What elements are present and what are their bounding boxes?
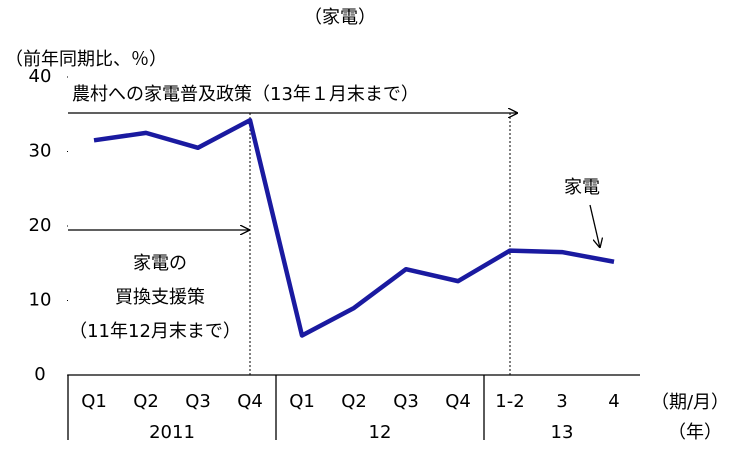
x-tick-label: Q1 [81, 391, 107, 412]
annotation: 家電の [133, 253, 187, 274]
y-axis-label: （前年同期比、％） [5, 49, 167, 70]
x-tick-label: 1-2 [495, 391, 524, 412]
y-tick-label: 10 [29, 290, 52, 311]
x-tick-label: Q3 [185, 391, 211, 412]
y-tick-label: 20 [29, 215, 52, 236]
x-group-label: 2011 [149, 422, 195, 443]
y-tick-label: 0 [34, 364, 45, 385]
x-group-label: 12 [369, 422, 392, 443]
chart-title: （家電） [304, 7, 376, 28]
x-tick-label: Q3 [393, 391, 419, 412]
x-axis-unit: （年） [668, 422, 722, 443]
pointer-arrow [589, 204, 600, 248]
x-tick-label: Q2 [341, 391, 367, 412]
y-tick-label: 30 [29, 141, 52, 162]
series-line [93, 117, 615, 338]
x-tick-label: Q4 [237, 391, 263, 412]
y-tick-label: 40 [29, 66, 52, 87]
series-label: 家電 [564, 177, 600, 198]
x-axis-unit: （期/月） [651, 392, 729, 413]
x-tick-label: 3 [556, 391, 567, 412]
x-tick-label: 4 [608, 391, 619, 412]
annotation: 農村への家電普及政策（13年１月末まで） [72, 84, 419, 105]
x-tick-label: Q2 [133, 391, 159, 412]
annotation: （11年12月末まで） [69, 321, 241, 342]
x-group-label: 13 [551, 422, 574, 443]
annotation: 買換支援策 [115, 287, 205, 308]
x-tick-label: Q1 [289, 391, 315, 412]
x-tick-label: Q4 [445, 391, 471, 412]
